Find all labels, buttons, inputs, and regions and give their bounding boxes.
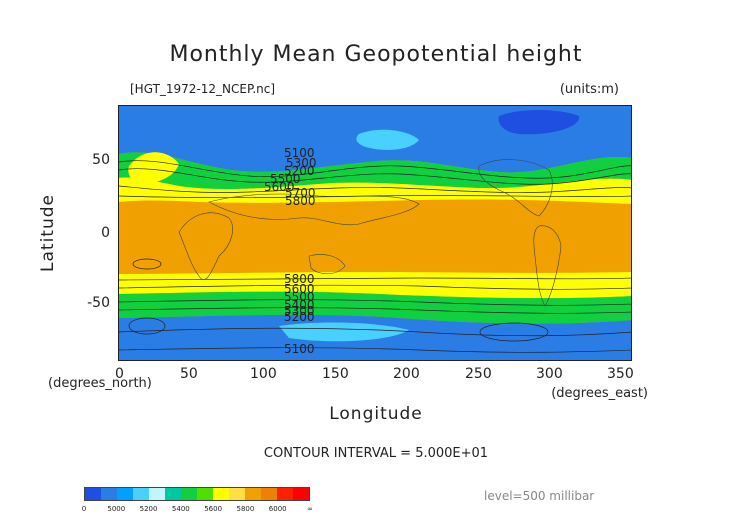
x-tick-label: 100: [250, 366, 277, 382]
colorbar-swatch: [261, 488, 277, 500]
coastlines: [178, 159, 562, 307]
low-center: [498, 110, 580, 135]
colorbar-swatch: [101, 488, 117, 500]
contour-interval: CONTOUR INTERVAL = 5.000E+01: [263, 446, 489, 461]
contour-label: 5400: [284, 298, 315, 312]
colorbar-swatch: [133, 488, 149, 500]
colorbar-swatch: [277, 488, 293, 500]
colorbar-tick-label: ∞: [307, 505, 313, 513]
colorbar-swatch: [213, 488, 229, 500]
contour-map: [118, 105, 632, 361]
contour-label: 5500: [270, 172, 301, 186]
colorbar-swatch: [181, 488, 197, 500]
contour-label: 5100: [284, 342, 315, 356]
file-label: [HGT_1972-12_NCEP.nc]: [130, 82, 276, 96]
contour-label: 5200: [284, 164, 315, 178]
y-tick-label: 50: [92, 152, 110, 168]
x-tick-label: 300: [536, 366, 563, 382]
colorbar-swatch: [149, 488, 165, 500]
contour-label: 5700: [285, 186, 316, 200]
colorbar-swatch: [85, 488, 101, 500]
colorbar-tick-label: 5600: [204, 505, 223, 513]
units-label: (units:m): [559, 82, 619, 97]
colorbar-swatch: [293, 488, 309, 500]
contour-label: 5500: [284, 290, 315, 304]
x-tick-label: 350: [607, 366, 634, 382]
ridge-north-atlantic: [128, 152, 179, 184]
y-unit-label: (degrees_north): [48, 376, 152, 391]
contour-label: 5600: [264, 180, 295, 194]
colorbar-swatch: [197, 488, 213, 500]
level-label: level=500 millibar: [484, 489, 595, 503]
y-tick-label: 0: [101, 225, 110, 241]
x-axis-title: Longitude: [329, 404, 423, 424]
y-tick-label: -50: [87, 295, 110, 311]
contour-label: 5300: [286, 156, 317, 170]
colorbar-swatch: [165, 488, 181, 500]
contour-label: 5800: [285, 194, 316, 208]
colorbar-swatch: [229, 488, 245, 500]
x-tick-label: 50: [180, 366, 198, 382]
contour-label: 5800: [284, 272, 315, 286]
map-svg: [119, 106, 631, 360]
x-tick-label: 200: [393, 366, 420, 382]
contour-label: 5200: [284, 310, 315, 324]
colorbar-swatch: [245, 488, 261, 500]
colorbar-tick-label: 5000: [107, 505, 126, 513]
x-tick-label: 150: [322, 366, 349, 382]
contour-label: 5300: [284, 304, 315, 318]
contour-label: 5600: [284, 282, 315, 296]
colorbar-tick-label: 5400: [171, 505, 190, 513]
colorbar-tick-label: 6000: [268, 505, 287, 513]
y-axis-title: Latitude: [38, 194, 58, 272]
north-polar-light: [356, 129, 419, 150]
x-tick-label: 0: [115, 366, 124, 382]
colorbar: [84, 487, 310, 501]
x-unit-label: (degrees_east): [551, 386, 648, 401]
contour-label: 5100: [284, 146, 315, 160]
south-polar-light: [279, 322, 409, 342]
x-tick-label: 250: [465, 366, 492, 382]
colorbar-tick-label: 5200: [139, 505, 158, 513]
colorbar-tick-label: 5800: [236, 505, 255, 513]
colorbar-swatch: [117, 488, 133, 500]
band-north-mid: [119, 152, 631, 190]
chart-title: Monthly Mean Geopotential height: [169, 42, 583, 67]
colorbar-tick-label: 0: [81, 505, 87, 513]
